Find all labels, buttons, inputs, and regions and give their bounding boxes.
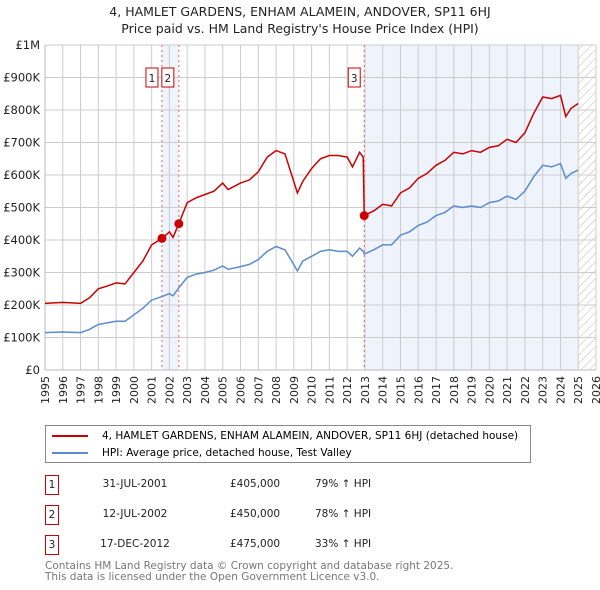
price-paid-line — [44, 94, 579, 305]
legend-swatch-blue — [52, 452, 88, 454]
sale-label-number: 3 — [351, 73, 358, 85]
sale-label-box — [347, 67, 361, 88]
sale-date: 12-JUL-2002 — [102, 508, 168, 520]
x-tick-label: 2003 — [181, 376, 194, 404]
legend-item-hpi: HPI: Average price, detached house, Test… — [52, 445, 352, 461]
y-tick-label: £800K — [3, 103, 40, 117]
y-tick-label: £0 — [25, 363, 40, 377]
sale-price: £475,000 — [230, 538, 281, 550]
x-tick-label: 2017 — [430, 376, 443, 404]
x-tick-label: 2022 — [519, 376, 532, 404]
chart-title: 4, HAMLET GARDENS, ENHAM ALAMEIN, ANDOVE… — [109, 4, 491, 19]
x-tick-label: 2004 — [199, 376, 212, 404]
x-tick-label: 2025 — [572, 376, 585, 404]
legend-swatch-red — [52, 435, 88, 437]
sale-point — [174, 219, 184, 229]
x-tick-label: 2026 — [590, 376, 600, 404]
y-tick-label: £900K — [3, 71, 40, 85]
x-tick-label: 2010 — [306, 376, 319, 404]
sale-marker-number: 3 — [45, 535, 59, 555]
x-tick-label: 2023 — [537, 376, 550, 404]
x-tick-label: 2015 — [394, 376, 407, 404]
sale-marker-number: 1 — [45, 475, 59, 495]
legend-item-property: 4, HAMLET GARDENS, ENHAM ALAMEIN, ANDOVE… — [52, 428, 518, 444]
x-tick-label: 2009 — [288, 376, 301, 404]
x-tick-label: 2016 — [412, 376, 425, 404]
y-tick-label: £400K — [3, 233, 40, 247]
sale-point — [157, 233, 167, 243]
x-tick-label: 1996 — [57, 376, 70, 404]
sale-label-box — [161, 67, 175, 88]
sale-date: 31-JUL-2001 — [102, 478, 168, 490]
x-tick-label: 1997 — [75, 376, 88, 404]
x-tick-label: 2021 — [501, 376, 514, 404]
x-tick-label: 2012 — [341, 376, 354, 404]
x-tick-label: 2014 — [377, 376, 390, 404]
hpi-line — [44, 162, 579, 334]
sale-price: £450,000 — [230, 508, 281, 520]
chart-subtitle: Price paid vs. HM Land Registry's House … — [121, 21, 479, 36]
footer-copyright: Contains HM Land Registry data © Crown c… — [45, 560, 454, 572]
x-tick-label: 2011 — [323, 376, 336, 404]
y-tick-label: £100K — [3, 331, 40, 345]
legend: 4, HAMLET GARDENS, ENHAM ALAMEIN, ANDOVE… — [45, 425, 531, 463]
footer-licence: This data is licensed under the Open Gov… — [45, 571, 380, 583]
y-tick-label: £1M — [15, 38, 40, 52]
x-tick-label: 2007 — [252, 376, 265, 404]
x-tick-label: 2020 — [483, 376, 496, 404]
sale-marker-number: 2 — [45, 505, 59, 525]
x-tick-label: 2001 — [146, 376, 159, 404]
legend-label: 4, HAMLET GARDENS, ENHAM ALAMEIN, ANDOVE… — [102, 430, 519, 442]
y-tick-label: £600K — [3, 168, 40, 182]
x-tick-label: 2000 — [128, 376, 141, 404]
sale-label-number: 1 — [149, 73, 156, 85]
y-tick-label: £500K — [3, 201, 40, 215]
sale-hpi: 33% ↑ HPI — [315, 538, 372, 550]
y-tick-label: £700K — [3, 136, 40, 150]
x-tick-label: 2005 — [217, 376, 230, 404]
sale-label-box — [145, 67, 159, 88]
x-tick-label: 1998 — [92, 376, 105, 404]
x-tick-label: 1995 — [39, 376, 52, 404]
plot-area: 1995 1996 1997 1998 1999 2000 2001 2002 2003 2004… — [3, 38, 600, 404]
sale-date: 17-DEC-2012 — [100, 538, 170, 550]
x-tick-label: 2024 — [554, 376, 567, 404]
x-tick-label: 2013 — [359, 376, 372, 404]
x-tick-label: 2018 — [448, 376, 461, 404]
sale-hpi: 79% ↑ HPI — [315, 478, 372, 490]
x-tick-label: 2008 — [270, 376, 283, 404]
y-tick-label: £300K — [3, 266, 40, 280]
x-tick-label: 1999 — [110, 376, 123, 404]
sale-hpi: 78% ↑ HPI — [315, 508, 372, 520]
sale-price: £405,000 — [230, 478, 281, 490]
x-tick-label: 2019 — [466, 376, 479, 404]
x-tick-label: 2006 — [235, 376, 248, 404]
sale-point — [359, 211, 369, 221]
sale-label-number: 2 — [164, 73, 171, 85]
x-tick-label: 2002 — [163, 376, 176, 404]
y-tick-label: £200K — [3, 298, 40, 312]
legend-label: HPI: Average price, detached house, Test… — [102, 447, 352, 459]
